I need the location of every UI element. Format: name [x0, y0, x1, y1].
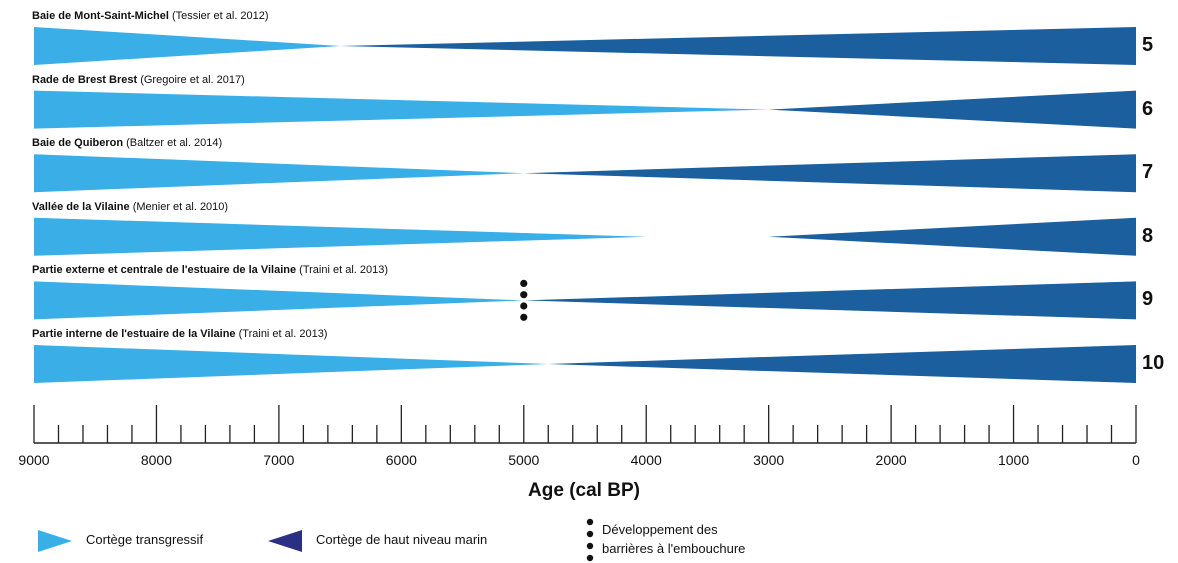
axis-tick-label: 7000 — [263, 452, 295, 468]
row-number: 7 — [1142, 161, 1154, 184]
row-title-citation: (Traini et al. 2013) — [296, 264, 389, 277]
axis-tick-label: 8000 — [140, 452, 173, 468]
legend-transgressive-symbol — [38, 530, 72, 552]
row-title-citation: (Tessier et al. 2012) — [168, 10, 269, 22]
row-title-citation: (Baltzer et al. 2014) — [123, 137, 223, 150]
row-title-site: Partie externe et centrale de l'estuaire… — [32, 264, 297, 277]
row-title-site: Rade de Brest Brest — [32, 73, 138, 86]
highstand-wedge — [768, 90, 1136, 129]
axis-tick-label: 5000 — [508, 452, 540, 468]
row-title: Rade de Brest Brest (Gregoire et al. 201… — [32, 74, 245, 86]
legend-transgressive-label: Cortège transgressif — [86, 532, 204, 547]
highstand-wedge — [340, 27, 1137, 65]
legend-barrier-label-line2: barrières à l'embouchure — [602, 541, 746, 556]
barrier-marker-dot — [520, 291, 528, 299]
legend-barrier-dot — [586, 542, 594, 550]
barrier-marker-dot — [520, 302, 528, 310]
legend-barrier-dot — [586, 530, 594, 538]
axis-tick-label: 3000 — [753, 452, 785, 468]
highstand-wedge — [768, 217, 1136, 256]
axis-tick-label: 4000 — [630, 452, 662, 468]
transgressive-wedge — [34, 27, 341, 65]
legend-barrier-dot — [586, 518, 594, 526]
row-number: 6 — [1142, 97, 1154, 120]
row-number: 5 — [1142, 34, 1154, 56]
row-title-site: Baie de Mont-Saint-Michel — [32, 10, 169, 22]
row-number: 9 — [1142, 288, 1154, 311]
transgressive-wedge — [34, 217, 647, 256]
axis-tick-label: 2000 — [875, 452, 907, 468]
legend-highstand-label: Cortège de haut niveau marin — [316, 532, 488, 547]
transgressive-wedge — [34, 281, 524, 320]
row-title: Partie externe et centrale de l'estuaire… — [32, 264, 388, 276]
transgressive-wedge — [34, 345, 549, 383]
row-title-site: Baie de Quiberon — [32, 137, 124, 150]
legend-barrier-dot — [586, 554, 594, 562]
barrier-marker-dot — [520, 279, 528, 287]
axis-tick-label: 6000 — [385, 452, 417, 468]
row-title-citation: (Traini et al. 2013) — [235, 328, 328, 340]
axis-title: Age (cal BP) — [528, 480, 640, 501]
barrier-marker-dot — [520, 313, 528, 321]
highstand-wedge — [523, 154, 1136, 193]
transgressive-wedge — [34, 154, 524, 193]
legend-barrier-label-line1: Développement des — [602, 522, 718, 537]
axis-tick-label: 9000 — [18, 452, 50, 468]
row-title: Baie de Mont-Saint-Michel (Tessier et al… — [32, 10, 269, 22]
row-title-citation: (Gregoire et al. 2017) — [137, 73, 245, 86]
row-title-site: Partie interne de l'estuaire de la Vilai… — [32, 328, 236, 340]
axis-tick-label: 1000 — [997, 452, 1030, 468]
highstand-wedge — [548, 345, 1136, 383]
transgressive-wedge — [34, 90, 769, 129]
row-number: 10 — [1142, 352, 1165, 374]
highstand-wedge — [523, 281, 1136, 320]
row-title-site: Vallée de la Vilaine — [32, 200, 130, 213]
row-title: Vallée de la Vilaine (Menier et al. 2010… — [32, 201, 228, 213]
legend-highstand-symbol — [268, 530, 302, 552]
row-title-citation: (Menier et al. 2010) — [129, 200, 229, 213]
axis-tick-label: 0 — [1132, 452, 1140, 468]
row-title: Partie interne de l'estuaire de la Vilai… — [32, 328, 327, 340]
row-number: 8 — [1142, 224, 1154, 247]
row-title: Baie de Quiberon (Baltzer et al. 2014) — [32, 137, 222, 149]
